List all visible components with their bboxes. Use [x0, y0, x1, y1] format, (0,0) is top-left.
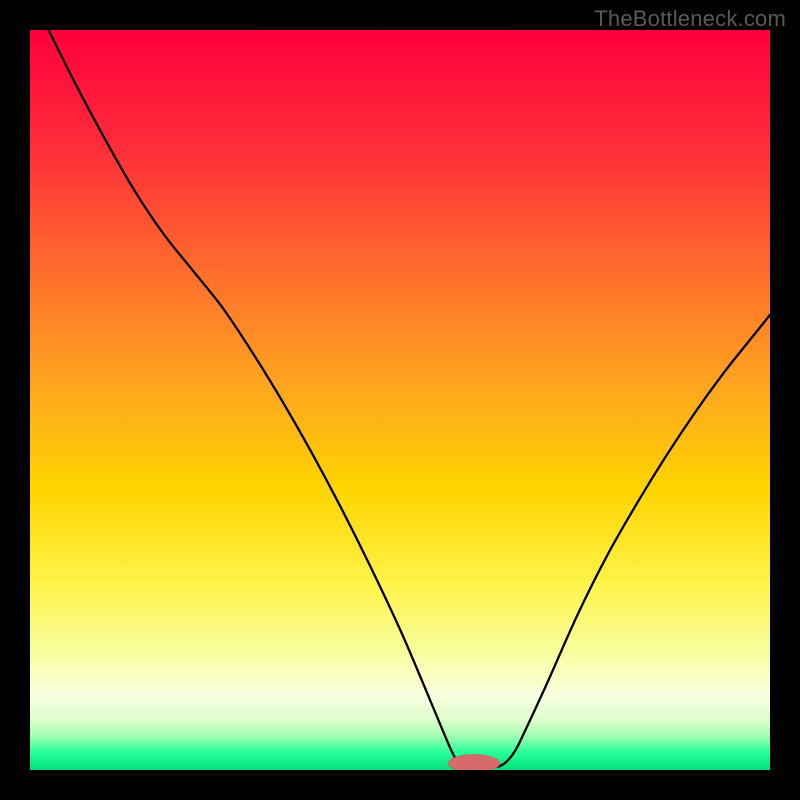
chart-stage: TheBottleneck.com: [0, 0, 800, 800]
gradient-background: [30, 30, 770, 770]
plot-area: [30, 30, 770, 770]
bottleneck-chart: [30, 30, 770, 770]
optimal-marker: [448, 754, 500, 770]
watermark-text: TheBottleneck.com: [594, 6, 786, 32]
